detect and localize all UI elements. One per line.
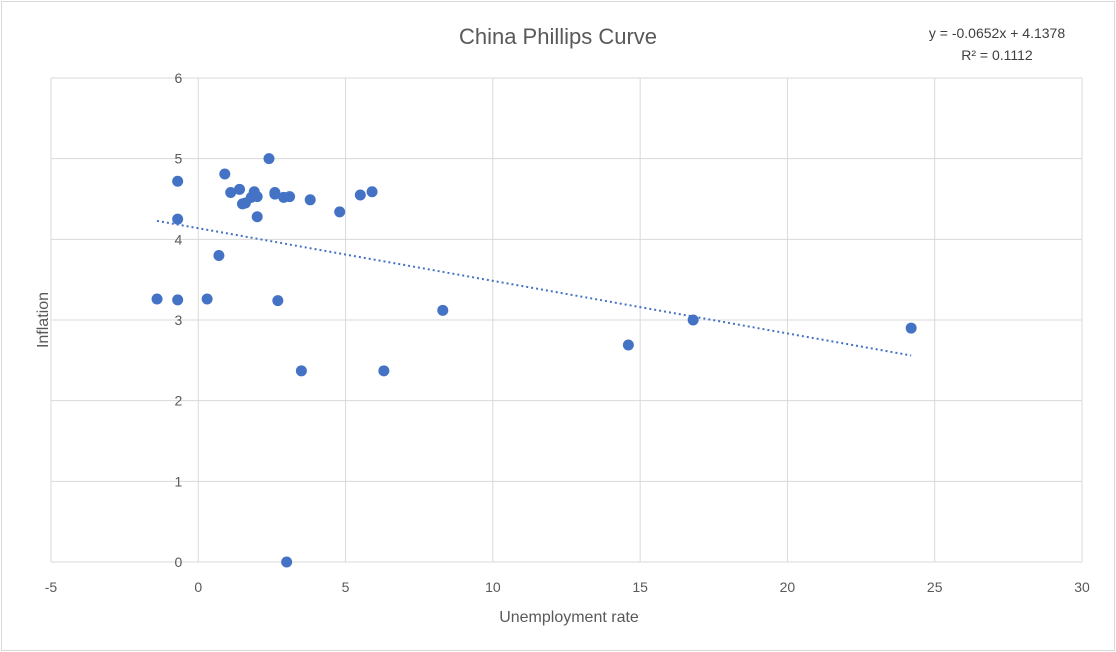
data-point [281,556,293,568]
chart-title: China Phillips Curve [459,24,657,49]
data-point [219,168,231,180]
data-point [378,365,390,377]
data-point [687,314,699,326]
x-tick-label: 20 [780,579,796,595]
trendline-equation: y = -0.0652x + 4.1378 [929,25,1065,41]
y-tick-label: 1 [174,473,182,489]
data-point [437,304,449,316]
y-axis-title: Inflation [35,292,52,348]
x-tick-label: -5 [45,579,58,595]
y-tick-label: 2 [174,393,182,409]
y-tick-label: 6 [174,70,182,86]
trendline [156,219,912,357]
x-tick-label: 15 [632,579,648,595]
data-point [251,191,263,203]
data-point [366,186,378,198]
y-tick-label: 3 [174,312,182,328]
data-point [284,191,296,203]
x-tick-label: 5 [342,579,350,595]
data-point [269,188,281,200]
data-point [354,189,366,201]
data-point [172,294,184,306]
data-point [334,206,346,218]
data-points [151,153,917,568]
y-tick-label: 5 [174,151,182,167]
trendline-group [156,219,912,357]
y-tick-label: 4 [174,231,182,247]
data-point [225,187,237,199]
data-point [295,365,307,377]
data-point [172,175,184,187]
gridlines [50,77,1083,563]
data-point [304,194,316,206]
data-point [213,249,225,261]
data-point [905,322,917,334]
r-squared-label: R² = 0.1112 [961,47,1033,63]
x-tick-label: 30 [1074,579,1090,595]
data-point [201,293,213,305]
data-point [172,213,184,225]
y-tick-label: 0 [174,554,182,570]
data-point [234,183,246,195]
data-point [263,153,275,165]
x-tick-label: 0 [194,579,202,595]
tick-labels: -5 0 5 10 15 20 25 30 0 1 2 3 4 5 6 [45,70,1090,595]
data-point [272,295,284,307]
data-point [251,211,263,223]
x-tick-label: 10 [485,579,501,595]
data-point [622,339,634,351]
data-point [151,293,163,305]
x-axis-title: Unemployment rate [499,609,639,626]
x-tick-label: 25 [927,579,943,595]
